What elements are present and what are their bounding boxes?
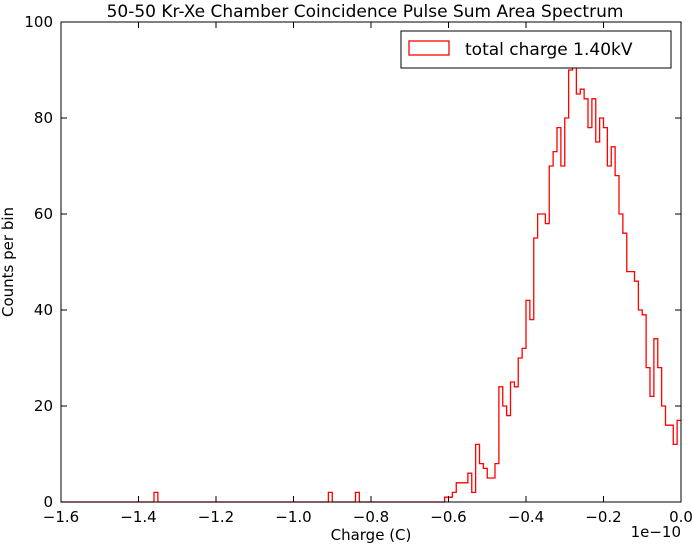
x-tick-label: 0.0 <box>669 508 692 526</box>
x-tick-label: −1.4 <box>120 508 156 526</box>
chart-title: 50-50 Kr-Xe Chamber Coincidence Pulse Su… <box>107 2 624 22</box>
legend-swatch <box>408 40 450 56</box>
y-tick-label: 80 <box>34 109 53 127</box>
x-tick-label: −1.2 <box>198 508 234 526</box>
legend-box <box>400 30 672 69</box>
y-tick-label: 0 <box>43 493 53 511</box>
x-tick-label: −0.8 <box>353 508 389 526</box>
y-axis-ticks: 0 20 40 60 80 100 <box>24 13 681 511</box>
x-tick-label: −1.6 <box>43 508 79 526</box>
x-tick-label: −0.6 <box>430 508 466 526</box>
y-axis-label: Counts per bin <box>0 207 17 317</box>
y-tick-label: 100 <box>24 13 53 31</box>
plot-area <box>61 59 681 503</box>
y-tick-label: 40 <box>34 301 53 319</box>
x-offset-label: 1e−10 <box>631 523 681 541</box>
legend: total charge 1.40kV <box>400 30 672 69</box>
y-tick-label: 60 <box>34 205 53 223</box>
series-total-charge-step <box>61 59 681 503</box>
x-tick-label: −0.2 <box>585 508 621 526</box>
x-axis-ticks: −1.6 −1.4 −1.2 −1.0 −0.8 −0.6 −0.4 −0.2 0.0 <box>43 22 692 526</box>
legend-label-total-charge: total charge 1.40kV <box>465 40 633 60</box>
x-axis-label: Charge (C) <box>331 526 412 544</box>
x-tick-label: −1.0 <box>275 508 311 526</box>
y-tick-label: 20 <box>34 397 53 415</box>
plot-frame <box>60 21 682 503</box>
x-tick-label: −0.4 <box>508 508 544 526</box>
